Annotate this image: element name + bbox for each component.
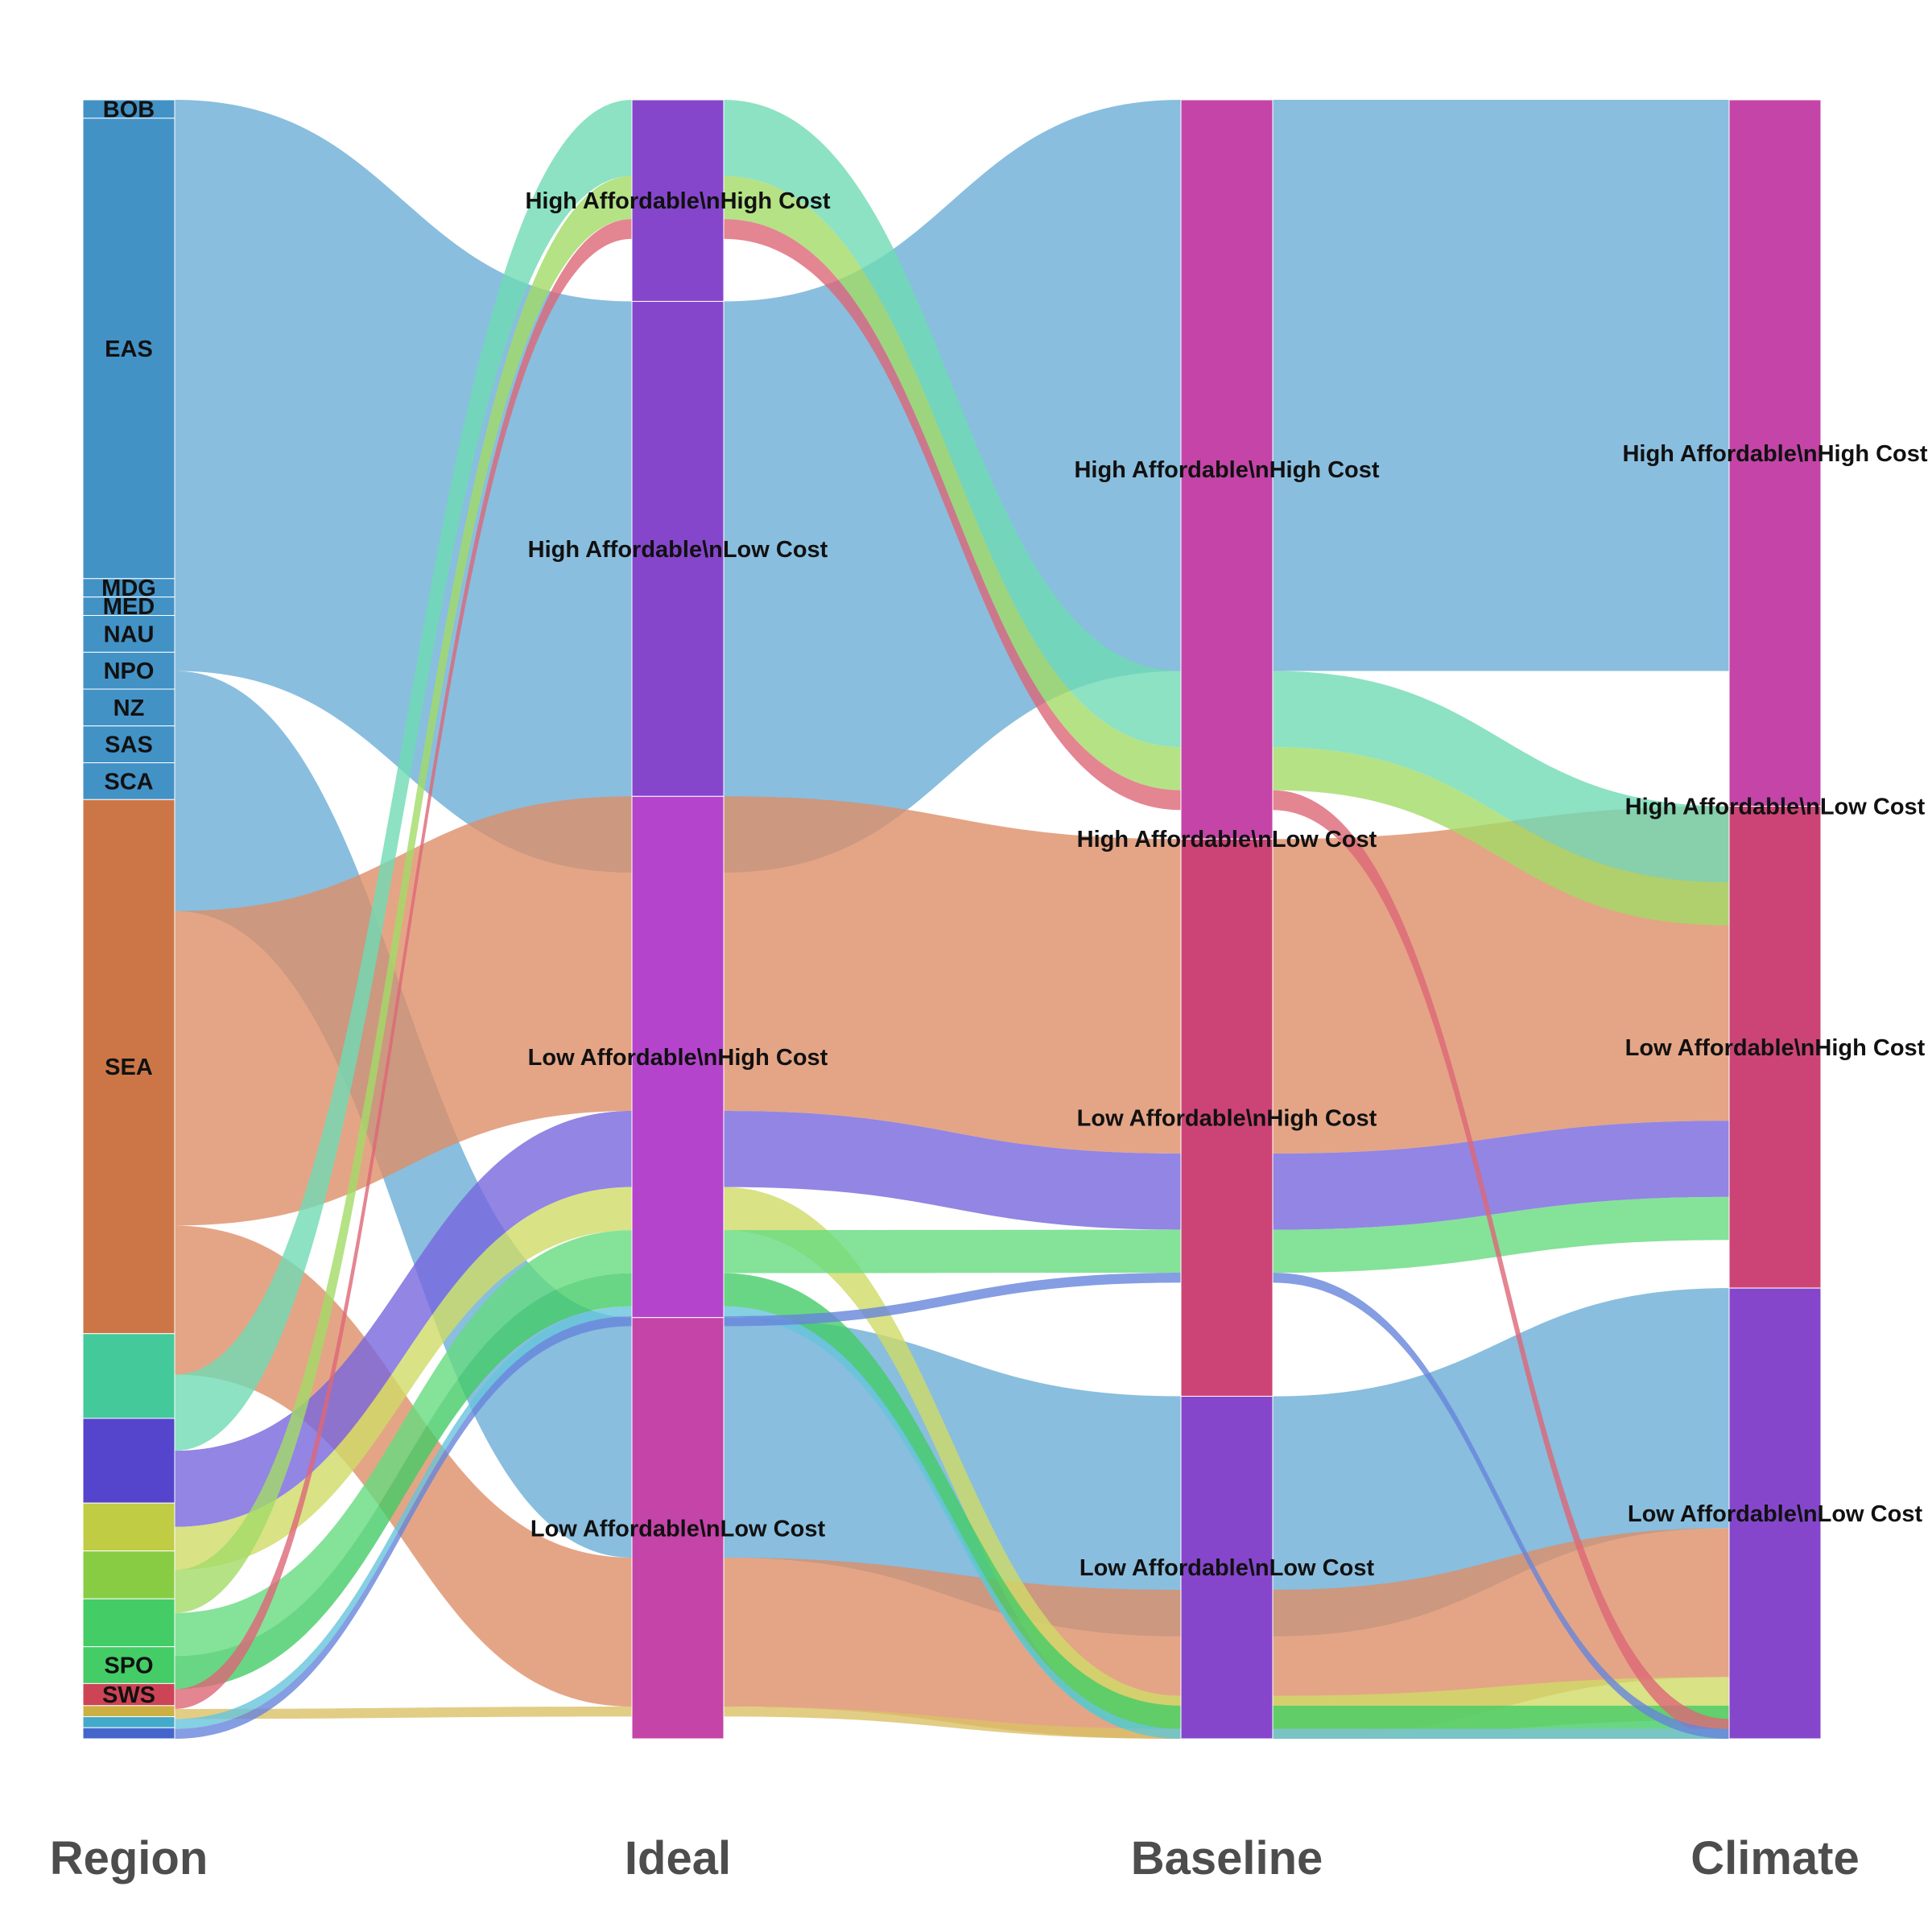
flow-12-segment-2 — [724, 1707, 1181, 1739]
region-node-block-15[interactable] — [82, 1598, 175, 1648]
flow-6-segment-2 — [724, 1111, 1181, 1230]
flow-13-segment-2 — [724, 1306, 1181, 1739]
flow-14 — [175, 1273, 1729, 1739]
baseline-node-low-affordable-high-cost[interactable] — [1180, 838, 1274, 1397]
ideal-node-high-affordable-high-cost[interactable] — [631, 99, 724, 302]
flow-10-segment-1 — [175, 1273, 632, 1690]
region-label-eas: EAS — [105, 336, 153, 362]
region-label-nau: NAU — [104, 621, 155, 647]
region-label-sws: SWS — [102, 1682, 155, 1708]
region-node-block-11[interactable] — [82, 1333, 175, 1419]
flow-13 — [175, 1306, 1729, 1739]
axis-label-ideal: Ideal — [625, 1832, 731, 1885]
flow-11 — [175, 219, 1729, 1739]
region-label-mdg: MDG — [101, 576, 156, 601]
region-label-spo: SPO — [104, 1653, 153, 1678]
flow-3-segment-2 — [724, 796, 1181, 1154]
climate-label-high-affordable-low-cost: High Affordable\nLow Cost — [1625, 795, 1926, 820]
flow-4-segment-3 — [1273, 1528, 1729, 1739]
region-label-med: MED — [103, 594, 155, 620]
region-label-nz: NZ — [114, 696, 145, 721]
axis-label-climate: Climate — [1690, 1832, 1860, 1885]
flow-9-segment-2 — [724, 1229, 1181, 1274]
axis-label-region: Region — [50, 1832, 208, 1885]
ideal-label-high-affordable-high-cost: High Affordable\nHigh Cost — [525, 188, 830, 214]
flow-7-segment-1 — [175, 1187, 632, 1571]
region-label-sca: SCA — [104, 769, 153, 795]
flow-3-segment-1 — [175, 796, 632, 1226]
region-label-bob: BOB — [103, 97, 155, 122]
flow-11-segment-3 — [1273, 790, 1729, 1739]
axis-label-baseline: Baseline — [1131, 1832, 1323, 1885]
flow-12-segment-1 — [175, 1707, 632, 1719]
baseline-label-high-affordable-low-cost: High Affordable\nLow Cost — [1077, 827, 1377, 852]
region-node-nz[interactable] — [82, 688, 175, 727]
flow-5 — [175, 100, 1729, 1451]
flow-14-segment-1 — [175, 1316, 632, 1739]
region-node-npo[interactable] — [82, 651, 175, 690]
climate-node-low-affordable-low-cost[interactable] — [1728, 1287, 1822, 1740]
ideal-node-low-affordable-high-cost[interactable] — [631, 795, 724, 1319]
flow-13-segment-1 — [175, 1306, 632, 1729]
region-node-block-14[interactable] — [82, 1550, 175, 1600]
nodes-layer — [82, 99, 1822, 1740]
region-label-npo: NPO — [104, 658, 155, 684]
flow-7-segment-2 — [724, 1187, 1181, 1739]
flow-5-segment-1 — [175, 100, 632, 1451]
flow-10-segment-2 — [724, 1273, 1181, 1739]
climate-node-high-affordable-high-cost[interactable] — [1728, 99, 1822, 807]
climate-label-high-affordable-high-cost: High Affordable\nHigh Cost — [1622, 441, 1927, 467]
region-node-sea[interactable] — [82, 799, 175, 1335]
flow-5-segment-2 — [724, 100, 1181, 748]
ideal-label-low-affordable-high-cost: Low Affordable\nHigh Cost — [528, 1045, 828, 1071]
flow-8-segment-1 — [175, 175, 632, 1613]
baseline-label-low-affordable-low-cost: Low Affordable\nLow Cost — [1080, 1555, 1375, 1581]
flow-9-segment-3 — [1273, 1196, 1729, 1274]
region-label-sas: SAS — [105, 733, 153, 758]
region-node-block-19[interactable] — [82, 1716, 175, 1728]
region-node-block-12[interactable] — [82, 1418, 175, 1504]
region-node-sca[interactable] — [82, 762, 175, 800]
ideal-label-low-affordable-low-cost: Low Affordable\nLow Cost — [530, 1516, 826, 1542]
region-node-block-13[interactable] — [82, 1502, 175, 1552]
flow-8-segment-2 — [724, 175, 1181, 791]
flow-9-segment-1 — [175, 1230, 632, 1657]
region-node-spo[interactable] — [82, 1646, 175, 1684]
flow-1-segment-3 — [1273, 100, 1729, 671]
flow-8 — [175, 175, 1729, 1613]
baseline-label-low-affordable-high-cost: Low Affordable\nHigh Cost — [1077, 1105, 1377, 1131]
flow-13-segment-3 — [1273, 1728, 1729, 1739]
ideal-node-high-affordable-low-cost[interactable] — [631, 300, 724, 797]
baseline-node-low-affordable-low-cost[interactable] — [1180, 1395, 1274, 1740]
flow-8-segment-3 — [1273, 747, 1729, 926]
region-node-block-20[interactable] — [82, 1727, 175, 1740]
climate-label-low-affordable-low-cost: Low Affordable\nLow Cost — [1628, 1501, 1923, 1527]
region-node-sas[interactable] — [82, 725, 175, 764]
climate-node-low-affordable-high-cost[interactable] — [1728, 806, 1822, 1289]
region-node-eas[interactable] — [82, 118, 175, 580]
region-label-sea: SEA — [105, 1055, 153, 1080]
ideal-node-low-affordable-low-cost[interactable] — [631, 1317, 724, 1740]
flow-5-segment-3 — [1273, 671, 1729, 883]
flow-14-segment-3 — [1273, 1273, 1729, 1739]
axes-layer: Region Ideal Baseline Climate — [50, 1832, 1860, 1885]
flow-11-segment-2 — [724, 219, 1181, 811]
baseline-node-high-affordable-high-cost[interactable] — [1180, 99, 1274, 840]
flow-2-segment-3 — [1273, 1288, 1729, 1637]
flow-6-segment-3 — [1273, 1121, 1729, 1230]
ideal-label-high-affordable-low-cost: High Affordable\nLow Cost — [528, 537, 828, 563]
flow-11-segment-1 — [175, 219, 632, 1709]
flow-9 — [175, 1196, 1729, 1657]
region-node-nau[interactable] — [82, 615, 175, 653]
baseline-label-high-affordable-high-cost: High Affordable\nHigh Cost — [1074, 457, 1379, 483]
flow-14-segment-2 — [724, 1273, 1181, 1327]
climate-label-low-affordable-high-cost: Low Affordable\nHigh Cost — [1625, 1035, 1926, 1061]
flows-layer — [175, 100, 1729, 1739]
